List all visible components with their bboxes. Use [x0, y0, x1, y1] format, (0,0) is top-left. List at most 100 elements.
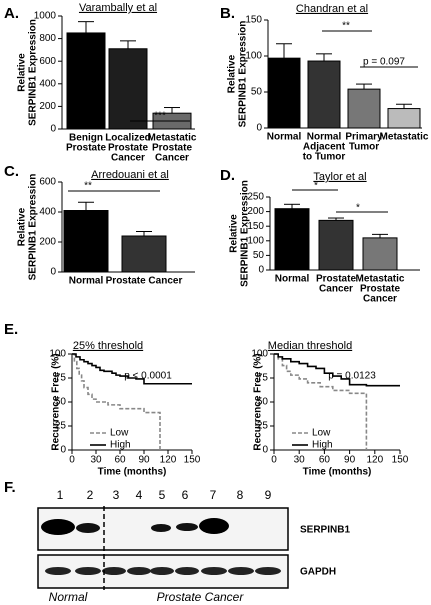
y-axis-label: SERPINB1 Expression	[238, 21, 249, 128]
band	[199, 518, 229, 534]
annotation: ***	[154, 111, 166, 122]
panel-label: C.	[4, 163, 19, 180]
y-tick-label: 75	[55, 373, 67, 384]
x-tick-label: 60	[319, 455, 331, 466]
band	[127, 567, 151, 575]
y-tick-label: 100	[247, 235, 264, 246]
y-tick-label: 0	[262, 445, 268, 456]
y-tick-label: 50	[251, 87, 263, 98]
x-tick-label: Cancer	[111, 153, 145, 164]
band	[76, 523, 100, 533]
band	[228, 567, 254, 575]
y-tick-label: 200	[39, 237, 56, 248]
lane-label: 4	[136, 488, 143, 502]
x-tick-label: Prostate	[316, 274, 356, 285]
y-tick-label: 200	[247, 206, 264, 217]
band	[255, 567, 281, 575]
y-tick-label: 0	[258, 265, 264, 276]
y-tick-label: 50	[55, 397, 67, 408]
x-tick-label: 90	[138, 455, 150, 466]
x-tick-label: 0	[69, 455, 75, 466]
bar	[347, 88, 381, 129]
y-axis-label: Relative	[229, 214, 240, 253]
annotation: **	[84, 181, 92, 192]
legend-label: Low	[312, 428, 331, 439]
lane-label: 2	[87, 488, 94, 502]
x-tick-label: Metastatic	[148, 133, 197, 144]
x-tick-label: 150	[184, 455, 201, 466]
lane-label: 7	[210, 488, 217, 502]
y-tick-label: 0	[50, 124, 56, 135]
y-axis-label: Recurrence Free (%)	[51, 353, 62, 450]
x-tick-label: Cancer	[363, 294, 397, 305]
x-tick-label: Prostate Cancer	[106, 276, 183, 287]
y-axis-label: SERPINB1 Expression	[28, 174, 39, 281]
chart-title: Chandran et al	[296, 3, 368, 15]
bar	[121, 235, 167, 273]
x-tick-label: 30	[90, 455, 102, 466]
x-tick-label: Prostate	[360, 284, 400, 295]
survival-curve	[72, 353, 161, 450]
band	[102, 567, 126, 575]
x-tick-label: Primary	[345, 132, 383, 143]
y-tick-label: 200	[39, 101, 56, 112]
x-tick-label: Normal	[307, 132, 342, 143]
panel-label: A.	[4, 5, 19, 22]
y-tick-label: 25	[257, 421, 269, 432]
x-tick-label: 120	[366, 455, 383, 466]
legend-label: High	[110, 440, 131, 451]
bar	[274, 208, 310, 271]
band	[201, 567, 227, 575]
x-tick-label: Prostate	[108, 143, 148, 154]
y-tick-label: 150	[247, 221, 264, 232]
x-tick-label: Prostate	[152, 143, 192, 154]
y-tick-label: 250	[247, 192, 264, 203]
chart-title: Varambally et al	[79, 2, 157, 14]
band	[150, 567, 174, 575]
group-label: Prostate Cancer	[157, 590, 245, 604]
y-axis-label: Relative	[227, 54, 238, 93]
y-tick-label: 400	[39, 78, 56, 89]
y-tick-label: 25	[55, 421, 67, 432]
x-tick-label: Tumor	[349, 142, 379, 153]
survival-curve	[72, 353, 192, 385]
survival-curve	[274, 353, 368, 450]
x-axis-label: Time (months)	[98, 467, 167, 478]
y-tick-label: 600	[39, 56, 56, 67]
x-tick-label: Cancer	[155, 153, 189, 164]
x-tick-label: Normal	[69, 276, 104, 287]
x-tick-label: Cancer	[319, 284, 353, 295]
lane-label: 8	[237, 488, 244, 502]
lane-label: 5	[159, 488, 166, 502]
y-tick-label: 50	[257, 397, 269, 408]
annotation: p = 0.0123	[328, 371, 376, 382]
band	[45, 567, 71, 575]
x-tick-label: Adjacent	[303, 142, 346, 153]
legend-label: High	[312, 440, 333, 451]
x-tick-label: 60	[114, 455, 126, 466]
y-axis-label: Relative	[17, 207, 28, 246]
y-axis-label: SERPINB1 Expression	[240, 180, 251, 287]
x-tick-label: 120	[160, 455, 177, 466]
annotation: *	[314, 181, 318, 192]
group-label: Normal	[49, 590, 88, 604]
y-tick-label: 0	[60, 445, 66, 456]
protein-label: SERPINB1	[300, 525, 350, 536]
bar	[387, 108, 421, 129]
x-tick-label: 0	[271, 455, 277, 466]
band	[75, 567, 101, 575]
chart-title: Arredouani et al	[91, 169, 169, 181]
x-tick-label: 150	[392, 455, 409, 466]
lane-label: 6	[182, 488, 189, 502]
bar	[63, 210, 109, 273]
panel-label: F.	[4, 479, 16, 496]
y-tick-label: 600	[39, 177, 56, 188]
panel-label: B.	[220, 5, 235, 22]
x-tick-label: Benign	[69, 133, 103, 144]
x-tick-label: Normal	[267, 132, 302, 143]
annotation: p = 0.097	[363, 57, 405, 68]
y-tick-label: 100	[245, 51, 262, 62]
chart-title: Median threshold	[268, 340, 352, 352]
band	[175, 567, 199, 575]
survival-curve	[274, 353, 400, 387]
